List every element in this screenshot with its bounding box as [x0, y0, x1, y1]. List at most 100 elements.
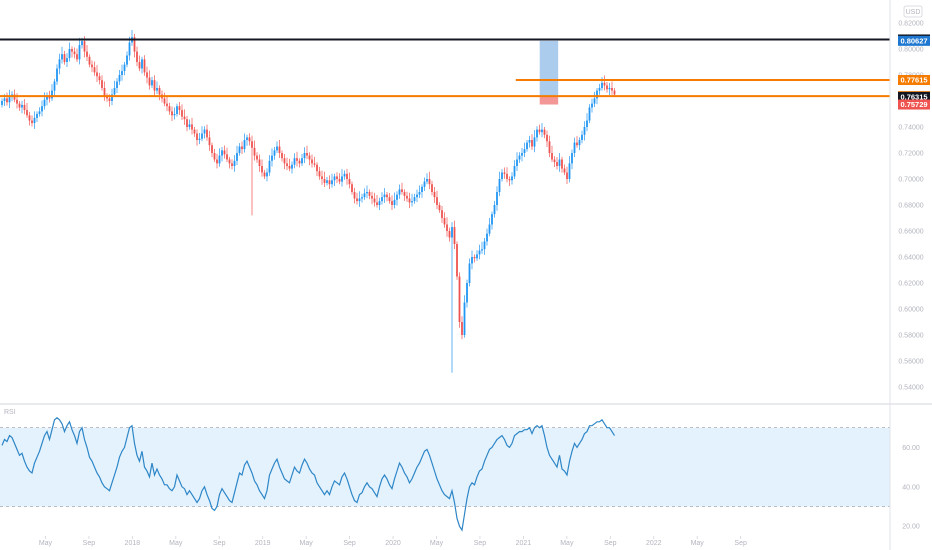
- candle-body: [251, 141, 253, 148]
- long-position-tool[interactable]: [539, 40, 559, 105]
- candle-body: [93, 67, 96, 73]
- time-tick-label: Sep: [474, 540, 487, 547]
- candle-body: [3, 98, 6, 101]
- candle-body: [16, 99, 18, 104]
- candle-body: [288, 166, 291, 169]
- candle-body: [453, 227, 456, 244]
- candle-body: [61, 54, 63, 60]
- candle-body: [556, 162, 558, 166]
- time-tick-label: May: [430, 540, 444, 547]
- candle-body: [586, 120, 588, 127]
- price-tag-bg: [898, 35, 930, 46]
- candle-body: [411, 201, 413, 203]
- candle-body: [608, 88, 611, 90]
- time-tick-label: May: [560, 540, 574, 547]
- candle-body: [213, 153, 216, 160]
- candle-body: [223, 150, 226, 155]
- candle-body: [503, 172, 506, 174]
- candle-body: [506, 173, 508, 179]
- candle-body: [296, 158, 298, 161]
- candle-body: [501, 172, 503, 179]
- candle-body: [171, 111, 173, 116]
- time-tick-label: 2021: [516, 540, 532, 547]
- candle-body: [488, 224, 491, 234]
- candle-body: [51, 90, 53, 99]
- candle-body: [248, 137, 251, 142]
- rsi-tick-label: 20.00: [902, 524, 920, 531]
- candle-body: [206, 129, 208, 138]
- candle-body: [571, 153, 573, 164]
- candle-body: [188, 124, 191, 127]
- candle-body: [548, 141, 551, 153]
- candle-body: [203, 129, 206, 134]
- candle-body: [426, 179, 428, 182]
- horizontal-levels[interactable]: [0, 38, 890, 98]
- candle-body: [331, 180, 333, 185]
- candle-body: [258, 159, 261, 166]
- candle-body: [408, 198, 411, 203]
- candle-body: [86, 51, 88, 57]
- candle-body: [581, 134, 583, 140]
- time-tick-label: Sep: [604, 540, 617, 547]
- candle-body: [436, 197, 438, 205]
- candle-body: [163, 98, 166, 104]
- candle-body: [521, 153, 523, 156]
- candle-body: [451, 227, 453, 238]
- candle-body: [438, 205, 441, 211]
- candle-body: [31, 120, 33, 124]
- candle-body: [133, 37, 136, 52]
- candle-body: [418, 192, 421, 195]
- time-tick-label: Sep: [83, 540, 96, 547]
- candle-body: [98, 76, 101, 81]
- candle-body: [568, 163, 571, 179]
- price-tick-label: 0.68000: [898, 203, 923, 210]
- candle-body: [58, 59, 61, 69]
- currency-badge[interactable]: USD: [903, 5, 923, 18]
- candle-body: [396, 194, 398, 200]
- candle-body: [158, 88, 161, 95]
- price-tick-label: 0.60000: [898, 307, 923, 314]
- candle-body: [431, 184, 433, 192]
- rsi-axis[interactable]: 60.00 40.00 20.00: [902, 445, 920, 531]
- candle-body: [181, 110, 183, 117]
- price-tick-label: 0.74000: [898, 125, 923, 132]
- candle-body: [273, 150, 276, 156]
- currency-label: USD: [906, 9, 921, 16]
- candle-body: [423, 181, 426, 187]
- time-axis[interactable]: May Sep 2018 May Sep 2019 May Sep 2020 May Sep 2021…: [39, 536, 747, 547]
- candle-body: [216, 159, 218, 164]
- candle-body: [561, 159, 563, 169]
- candle-body: [376, 202, 378, 205]
- candle-body: [351, 184, 353, 192]
- rsi-tick-label: 60.00: [902, 445, 920, 452]
- candle-body: [433, 192, 436, 198]
- candle-body: [538, 129, 541, 133]
- candle-body: [551, 153, 553, 160]
- candle-body: [143, 59, 146, 73]
- price-tag-label: 0.75729: [900, 100, 927, 109]
- candle-body: [201, 133, 203, 139]
- candle-body: [306, 153, 308, 156]
- position-target-zone: [539, 40, 559, 97]
- candle-body: [276, 146, 278, 151]
- candle-body: [261, 166, 263, 173]
- candle-body: [428, 179, 431, 185]
- candle-body: [166, 103, 168, 107]
- candle-body: [138, 62, 141, 69]
- candle-body: [168, 106, 171, 112]
- candle-body: [231, 163, 233, 166]
- rsi-band-fill: [0, 427, 890, 507]
- candle-body: [606, 85, 608, 90]
- time-tick-label: Sep: [213, 540, 226, 547]
- candle-body: [483, 241, 486, 250]
- candle-body: [463, 302, 466, 335]
- candle-body: [241, 146, 243, 150]
- candle-body: [191, 124, 193, 130]
- candle-body: [108, 98, 111, 101]
- candle-body: [96, 72, 98, 77]
- candle-body: [471, 257, 473, 264]
- candle-body: [531, 140, 533, 147]
- candle-body: [576, 142, 578, 146]
- candle-body: [603, 82, 606, 86]
